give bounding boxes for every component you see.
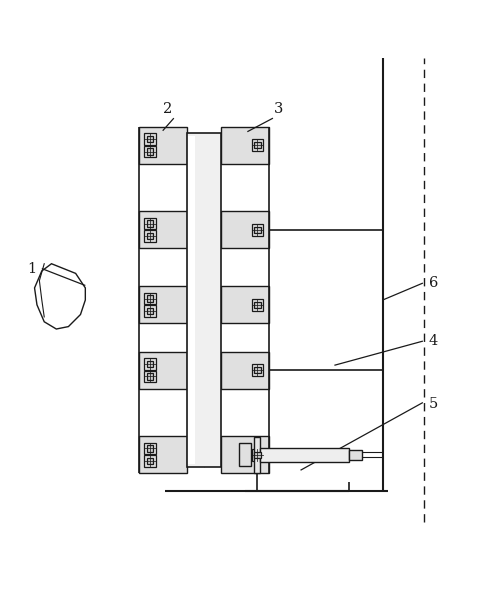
Bar [138,286,186,323]
Bar [138,352,186,389]
Bar [144,146,156,157]
Bar [144,358,156,370]
Bar [251,139,263,151]
Bar [144,305,156,317]
Bar [147,220,153,227]
Bar [254,452,260,458]
Text: 5: 5 [428,397,437,411]
Bar [138,436,186,473]
Text: 6: 6 [428,276,438,290]
Text: 4: 4 [428,334,437,348]
Bar [251,364,263,376]
Bar [238,443,250,466]
Bar [147,361,153,367]
Bar [147,445,153,452]
Bar [251,449,263,461]
Bar [220,436,269,473]
Bar [251,224,263,236]
Bar [259,448,348,461]
Text: 1: 1 [28,262,37,275]
Bar [144,455,156,467]
Bar [147,373,153,380]
Bar [144,443,156,454]
Bar [144,230,156,242]
Bar [147,295,153,302]
Bar [348,449,362,460]
Bar [147,148,153,155]
Bar [251,299,263,311]
Bar [220,352,269,389]
Bar [144,218,156,229]
Bar [138,127,186,164]
Bar [187,136,195,464]
Bar [147,136,153,142]
Text: 3: 3 [273,102,283,116]
Bar [147,233,153,239]
Bar [254,367,260,373]
Bar [147,458,153,464]
Bar [147,308,153,314]
Bar [253,437,259,473]
Bar [144,133,156,145]
Bar [220,286,269,323]
Bar [254,302,260,308]
Bar [220,211,269,248]
Bar [186,133,220,467]
Bar [254,227,260,233]
Text: 2: 2 [163,102,172,116]
Bar [254,142,260,148]
Bar [144,293,156,304]
Bar [144,371,156,382]
Bar [138,211,186,248]
PathPatch shape [34,264,85,329]
Bar [220,127,269,164]
